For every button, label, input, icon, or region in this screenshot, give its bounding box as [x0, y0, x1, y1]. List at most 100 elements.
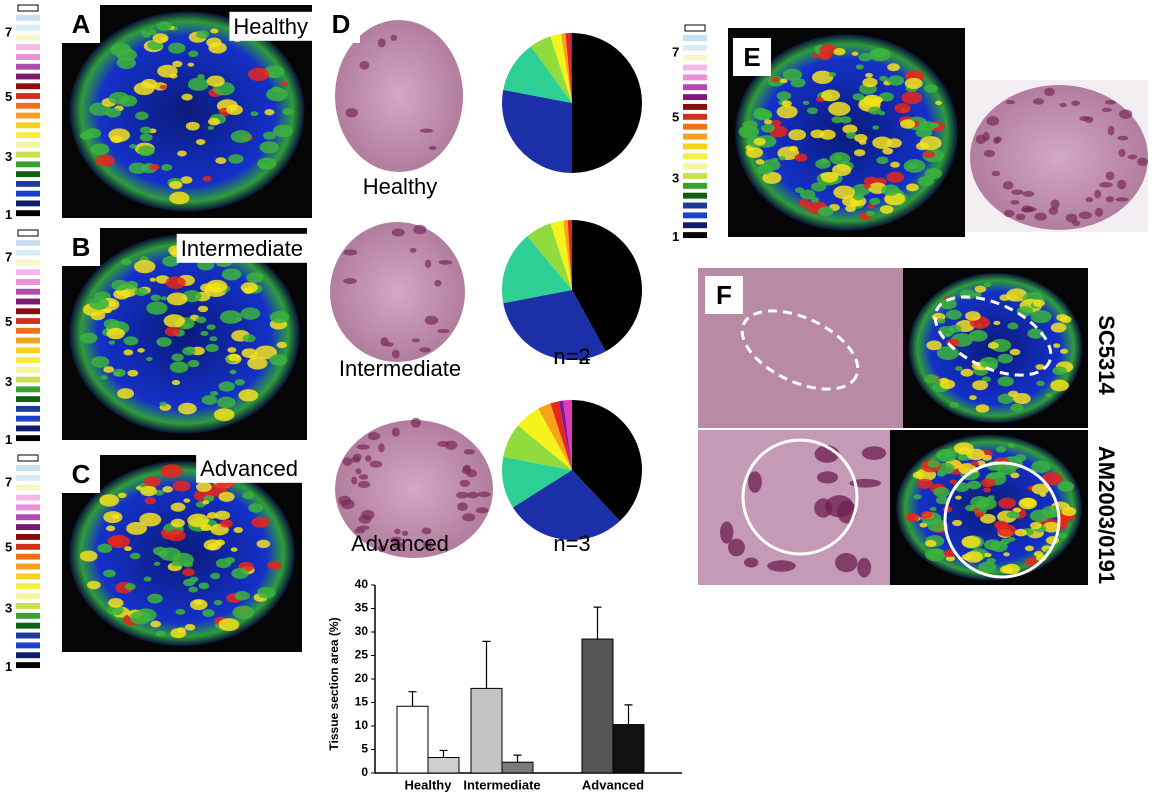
colorbar-stripe: [16, 435, 40, 442]
histology-spot: [1094, 207, 1104, 217]
heatmap-spot: [974, 285, 987, 293]
heatmap-spot: [171, 560, 181, 567]
colorbar: 7 5 3 1: [5, 454, 40, 674]
strain-label: SC5314: [1094, 315, 1119, 395]
heatmap-spot: [927, 519, 948, 533]
heatmap-spot: [925, 539, 937, 548]
heatmap-spot: [901, 91, 923, 105]
histology-bg: [698, 430, 890, 585]
heatmap-spot: [781, 100, 792, 107]
heatmap-spot: [790, 78, 806, 88]
histology-spot: [1105, 171, 1115, 181]
heatmap-spot: [802, 100, 810, 105]
heatmap-spot: [134, 259, 156, 274]
histology-spot: [365, 455, 372, 462]
bar: [470, 687, 503, 774]
heatmap-spot: [159, 84, 167, 90]
heatmap-spot: [228, 154, 244, 164]
heatmap-spot: [944, 332, 952, 338]
heatmap-spot: [904, 77, 923, 90]
heatmap-spot: [917, 176, 934, 187]
heatmap-spot: [90, 356, 110, 368]
colorbar-stripe: [16, 259, 40, 266]
heatmap-spot: [160, 296, 168, 301]
pie-slice: [561, 33, 572, 103]
colorbar-stripe: [16, 474, 40, 481]
colorbar-stripe: [683, 113, 707, 120]
heatmap-spot: [912, 471, 924, 479]
heatmap-spot: [161, 163, 173, 171]
heatmap-spot: [254, 345, 277, 360]
heatmap-spot: [834, 154, 843, 160]
colorbar-stripe: [16, 337, 40, 344]
histology-spot: [1003, 209, 1015, 218]
histology-spot: [767, 560, 796, 572]
heatmap-spot: [1031, 483, 1050, 495]
histology-spot: [720, 521, 734, 544]
heatmap-spot: [103, 511, 123, 524]
histology-spot: [424, 259, 432, 269]
histology-spot: [1085, 197, 1094, 203]
heatmap-spot: [742, 120, 758, 130]
panel-letter-box: [62, 228, 100, 266]
pie-slice: [527, 223, 572, 290]
heatmap-spot: [171, 379, 181, 386]
heatmap-spot: [919, 121, 936, 132]
heatmap-spot: [924, 374, 939, 384]
heatmap-spot: [981, 376, 991, 383]
colorbar-stripe: [16, 210, 40, 217]
heatmap-spot: [981, 478, 996, 488]
heatmap-spot: [987, 495, 995, 500]
colorbar-stripe: [16, 347, 40, 354]
histology-spot: [1034, 212, 1047, 221]
heatmap-spot: [207, 125, 215, 130]
colorbar-stripe: [683, 182, 707, 189]
heatmap-spot: [863, 183, 871, 189]
histology-image: [335, 417, 493, 558]
histology-tissue: [335, 20, 463, 172]
colorbar-stripe: [683, 212, 707, 219]
heatmap-spot: [982, 454, 992, 461]
heatmap-spot: [1050, 322, 1067, 333]
histology-spot: [434, 279, 442, 287]
heatmap-spot: [1010, 403, 1024, 412]
heatmap-spot: [234, 379, 245, 386]
y-tick-label: 20: [355, 671, 369, 685]
heatmap-spot: [147, 29, 157, 36]
histology-spot: [466, 491, 479, 499]
colorbar-stripe: [683, 94, 707, 101]
heatmap-image: [62, 228, 307, 440]
histology-spot: [401, 530, 409, 536]
heatmap-spot: [821, 171, 839, 183]
pie-slice: [563, 400, 572, 470]
heatmap-spot: [865, 210, 875, 217]
heatmap-spot: [994, 520, 1009, 530]
heatmap-spot: [997, 376, 1014, 387]
heatmap-spot: [182, 346, 196, 356]
heatmap-spot: [127, 369, 139, 377]
heatmap-spot: [167, 42, 186, 54]
histology-spot: [394, 528, 401, 535]
heatmap-spot: [957, 455, 967, 461]
heatmap-spot: [1059, 315, 1072, 324]
heatmap-spot: [854, 133, 868, 143]
heatmap-spot: [900, 119, 916, 129]
heatmap-spot: [149, 277, 157, 282]
histology-spot: [1059, 102, 1067, 108]
heatmap-spot: [993, 320, 1001, 326]
heatmap-spot: [990, 338, 1012, 352]
heatmap-spot: [975, 404, 990, 413]
heatmap-spot: [762, 171, 782, 184]
heatmap-spot: [878, 111, 886, 116]
heatmap-image: [728, 28, 965, 237]
heatmap-spot: [776, 91, 792, 101]
colorbar-stripe: [683, 74, 707, 81]
heatmap-spot: [190, 599, 208, 611]
histology-spot: [814, 498, 833, 518]
histology-spot: [1005, 100, 1016, 105]
colorbar-stripe: [683, 222, 707, 229]
heatmap-spot: [196, 30, 210, 39]
heatmap-spot: [149, 163, 160, 171]
pie-slice: [502, 89, 572, 173]
heatmap-spot: [955, 495, 962, 500]
